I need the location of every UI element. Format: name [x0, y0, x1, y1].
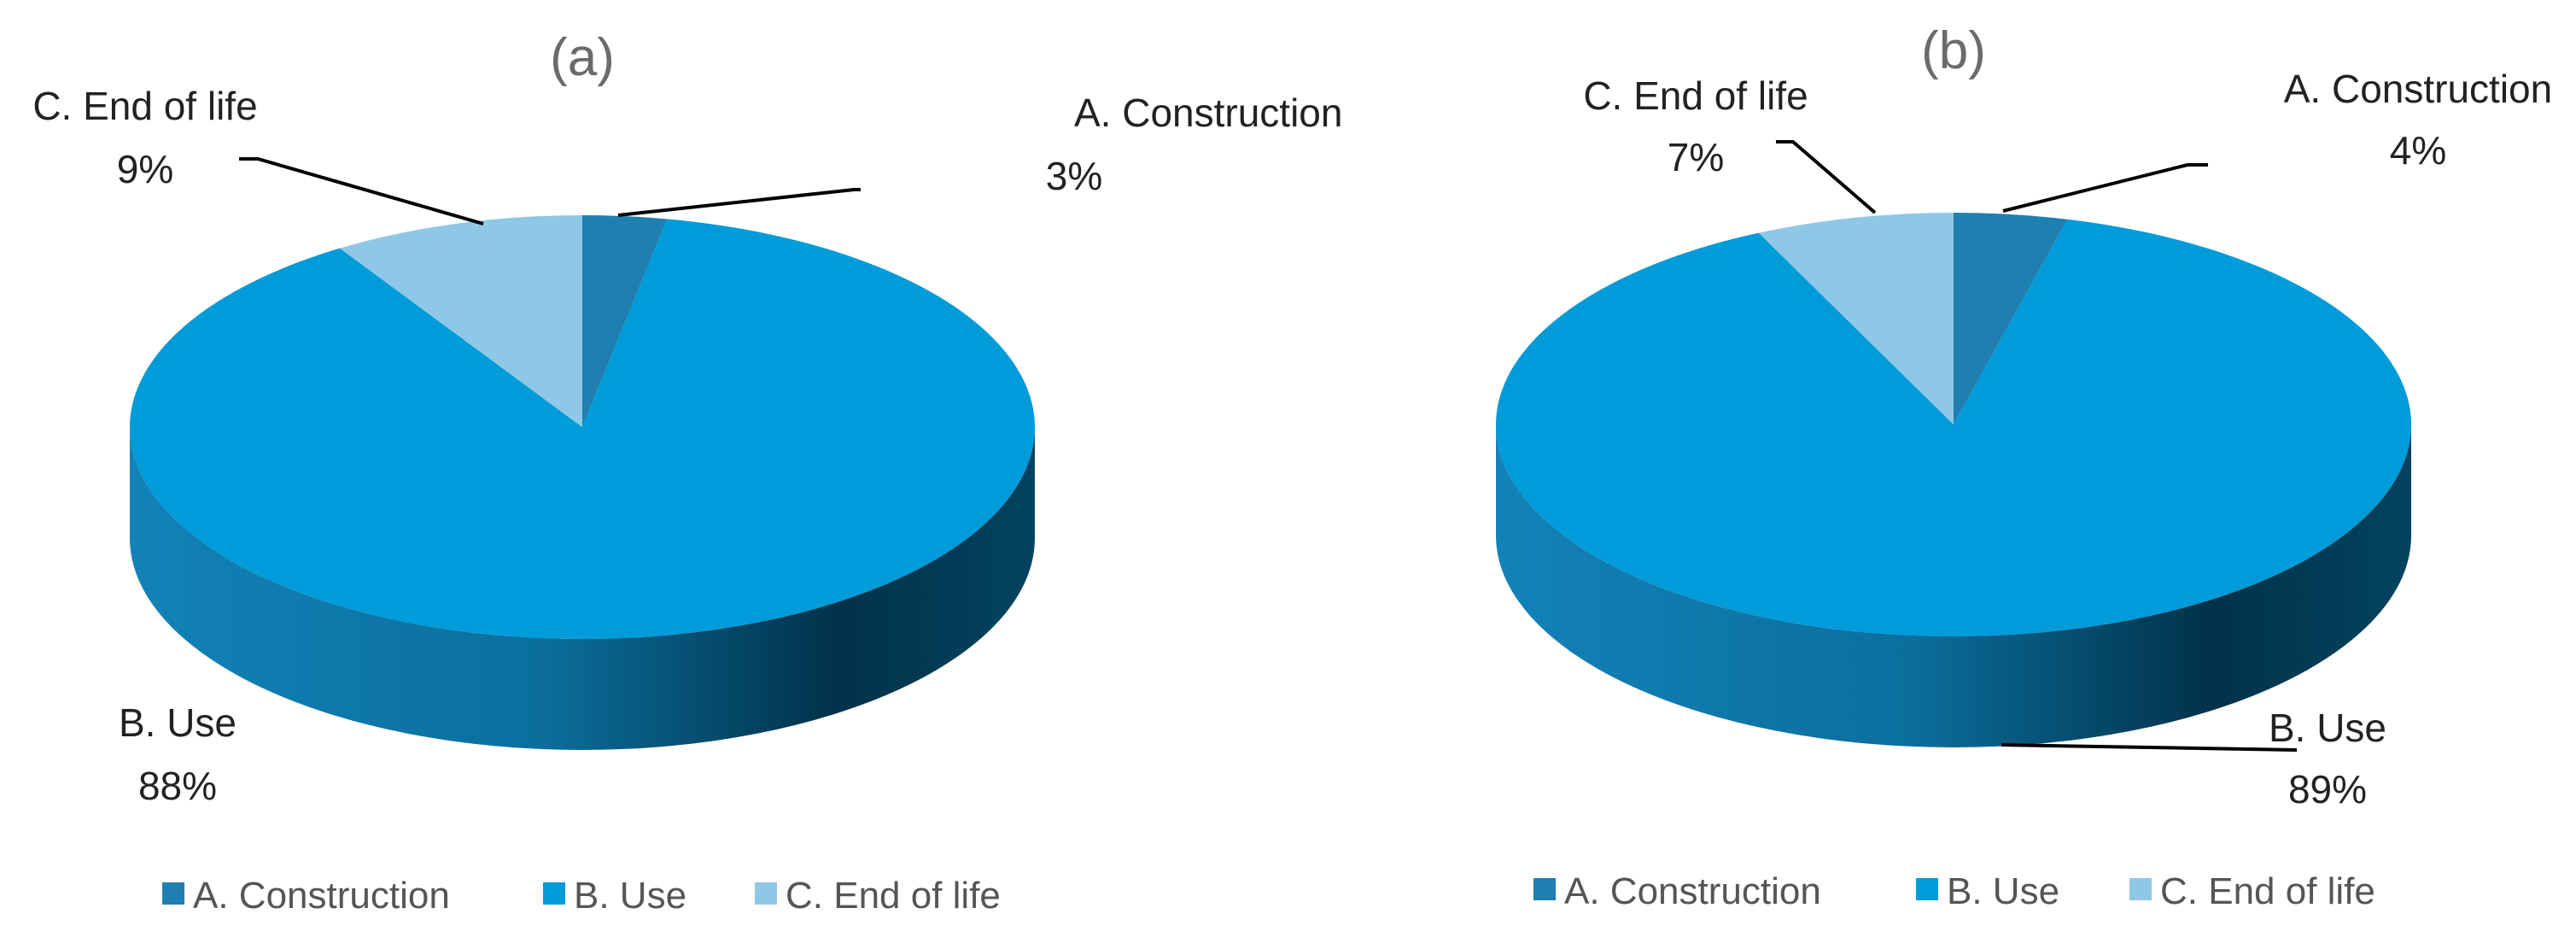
pie-slice-b-use — [1496, 219, 2411, 637]
pie-side-wall — [130, 427, 1035, 750]
data-label-value: 3% — [1046, 154, 1102, 198]
data-label-value: 89% — [2288, 767, 2367, 811]
leader-line — [2002, 163, 2208, 213]
legend-label: A. Construction — [193, 875, 450, 917]
pie-slice-b-use — [130, 219, 1036, 639]
data-label-category: C. End of life — [1583, 73, 1808, 118]
legend-swatch — [1916, 878, 1938, 900]
pie-side-wall — [1496, 425, 2411, 747]
legend-swatch — [1533, 878, 1556, 900]
legend-label: B. Use — [574, 875, 686, 917]
legend-label: C. End of life — [786, 875, 1001, 917]
pie-chart-a: (a) A. Construction 3% B. Use 88% C. End of l… — [32, 28, 1342, 917]
legend-label: A. Construction — [1564, 870, 1821, 912]
leader-line — [1776, 140, 1877, 214]
chart-title: (b) — [1921, 21, 1986, 80]
data-label-value: 9% — [117, 147, 173, 191]
legend-swatch — [543, 882, 565, 905]
legend-label: C. End of life — [2160, 870, 2375, 912]
data-label-category: B. Use — [2269, 706, 2386, 750]
pie-slice-c-end-of-life — [1758, 213, 1954, 425]
legend-label: B. Use — [1947, 870, 2059, 912]
legend: A. Construction B. Use C. End of life — [1533, 870, 2375, 912]
data-label-category: A. Construction — [2284, 67, 2552, 111]
pie-slice-a-construction — [1954, 213, 2068, 425]
leader-line — [2001, 743, 2298, 752]
pie-chart-b: (b) A. Construction 4% B. Use 89% C. End of l… — [1496, 21, 2552, 912]
chart-title: (a) — [550, 28, 615, 87]
pie-slice-a-construction — [582, 215, 668, 427]
leader-line — [239, 157, 484, 226]
leader-line — [617, 188, 861, 217]
data-label-value: 88% — [138, 764, 217, 808]
pie-slice-c-end-of-life — [340, 215, 582, 427]
legend-swatch — [755, 882, 777, 905]
data-label-category: B. Use — [119, 700, 237, 745]
data-label-value: 7% — [1668, 135, 1724, 179]
legend: A. Construction B. Use C. End of life — [162, 875, 1001, 917]
data-label-category: A. Construction — [1074, 91, 1342, 135]
data-label-category: C. End of life — [32, 84, 257, 128]
data-label-value: 4% — [2390, 128, 2446, 173]
legend-swatch — [162, 882, 184, 905]
legend-swatch — [2129, 878, 2152, 900]
